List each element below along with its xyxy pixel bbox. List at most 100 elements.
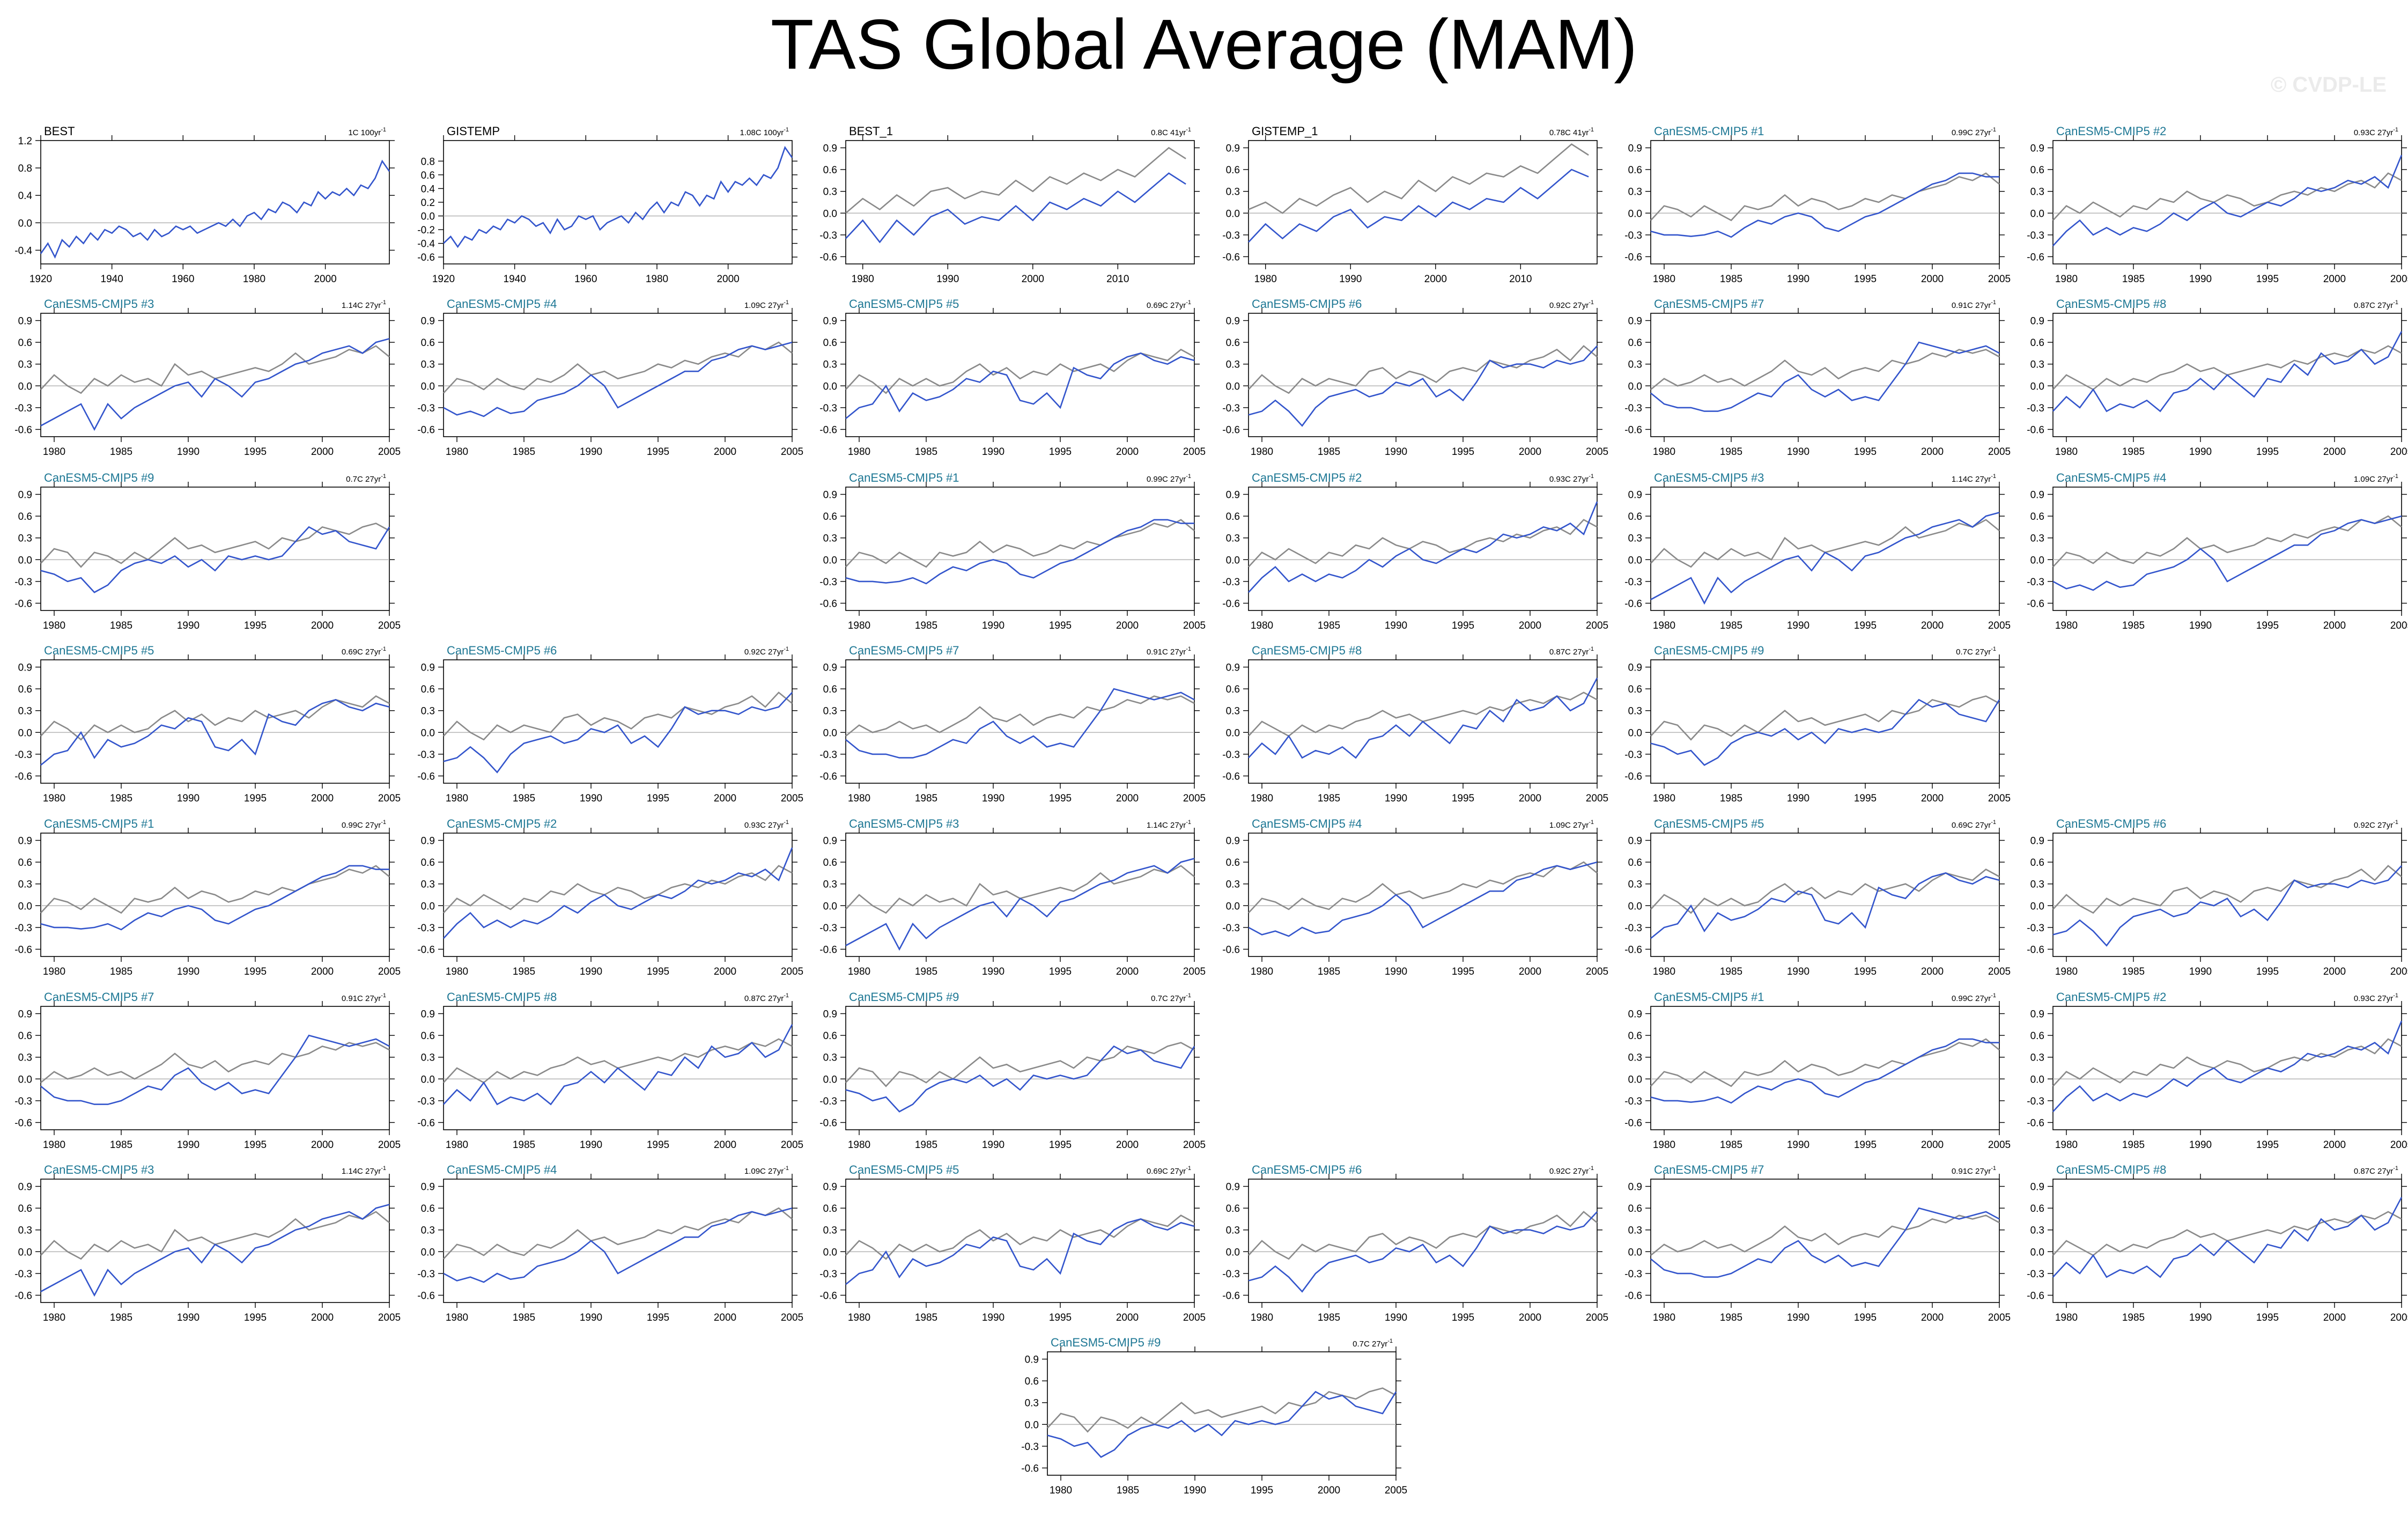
x-tick-label: 1985 [1720, 620, 1742, 631]
y-tick-label: 0.3 [2030, 879, 2044, 891]
y-tick-label: 0.8 [421, 156, 435, 167]
y-tick-label: 0.3 [1226, 1225, 1240, 1237]
y-tick-label: 0.9 [1226, 663, 1240, 674]
chart-title: CanESM5-CMIP5 #3 [849, 817, 959, 830]
x-tick-label: 2005 [1988, 1312, 2011, 1323]
x-tick-label: 1985 [1318, 620, 1340, 631]
x-tick-label: 2000 [1519, 1312, 1541, 1323]
y-tick-label: 1.2 [18, 136, 32, 147]
series-line-model [443, 341, 793, 417]
series-line-reference [443, 341, 793, 394]
x-tick-label: 1940 [101, 274, 123, 285]
x-tick-label: 1990 [982, 793, 1004, 804]
x-tick-label: 1990 [1184, 1485, 1206, 1496]
y-tick-label: 0.6 [421, 684, 435, 695]
chart-title: CanESM5-CMIP5 #8 [2056, 1163, 2166, 1176]
series-line-reference [443, 691, 793, 741]
chart-title: CanESM5-CMIP5 #4 [447, 297, 557, 311]
chart-title: CanESM5-CMIP5 #6 [447, 644, 557, 657]
x-tick-label: 1980 [1251, 793, 1273, 804]
y-tick-label: -0.6 [2027, 598, 2044, 609]
chart-title: CanESM5-CMIP5 #5 [1654, 817, 1764, 830]
x-tick-label: 1995 [647, 793, 669, 804]
x-tick-label: 1980 [1251, 1312, 1273, 1323]
y-tick-label: -0.3 [1222, 1269, 1240, 1280]
x-tick-label: 1985 [110, 793, 132, 804]
x-tick-label: 1980 [1653, 1139, 1675, 1151]
x-tick-label: 1990 [982, 620, 1004, 631]
y-tick-label: -0.6 [1624, 424, 1642, 436]
y-tick-label: -0.3 [14, 923, 32, 934]
x-tick-label: 1980 [446, 1139, 468, 1151]
y-tick-label: 0.9 [1226, 490, 1240, 501]
y-tick-label: 0.3 [421, 1225, 435, 1237]
trend-label: 0.92C 27yr-1 [2354, 819, 2398, 830]
x-tick-label: 1980 [446, 446, 468, 458]
plot-frame [1047, 1351, 1397, 1476]
y-tick-label: -0.3 [1624, 1269, 1642, 1280]
plot-frame [443, 140, 793, 264]
series-line-model [1047, 1390, 1397, 1458]
x-tick-label: 1985 [110, 620, 132, 631]
x-tick-label: 1990 [580, 966, 602, 977]
y-tick-label: 0.6 [1628, 165, 1642, 176]
x-tick-label: 1995 [1854, 1312, 1877, 1323]
x-tick-label: 1980 [1653, 446, 1675, 458]
chart-panel: CanESM5-CMIP5 #2 0.93C 27yr-1 -0.6 -0.3 0.0 0… [2027, 989, 2408, 1156]
x-tick-label: 1985 [915, 793, 937, 804]
x-tick-label: 2005 [781, 793, 803, 804]
x-tick-label: 1980 [646, 274, 668, 285]
y-tick-label: 0.6 [1628, 684, 1642, 695]
series-line-reference [1248, 691, 1598, 737]
x-tick-label: 1995 [1452, 966, 1474, 977]
series-line-model [40, 699, 390, 766]
y-tick-label: -0.3 [2027, 1269, 2044, 1280]
y-tick-label: 0.9 [1226, 143, 1240, 154]
chart-svg: BEST 1C 100yr-1 -0.4 0.0 0.4 0.8 1.2 1920 1940 19… [14, 124, 395, 285]
plot-frame [1650, 313, 2000, 437]
trend-label: 1.09C 27yr-1 [744, 1165, 789, 1176]
x-tick-label: 1990 [1787, 1139, 1809, 1151]
y-tick-label: -0.6 [1624, 252, 1642, 263]
chart-panel: CanESM5-CMIP5 #5 0.69C 27yr-1 -0.6 -0.3 0.0 0… [819, 1162, 1243, 1328]
x-tick-label: 1980 [1050, 1485, 1072, 1496]
y-tick-label: -0.6 [417, 1117, 435, 1129]
x-tick-label: 1995 [1049, 1139, 1072, 1151]
x-tick-label: 1995 [1854, 274, 1877, 285]
series-line-model [1650, 872, 2000, 939]
x-tick-label: 1995 [1049, 446, 1072, 458]
chart-svg: GISTEMP_1 0.78C 41yr-1 -0.6 -0.3 0.0 0.3 0.6 0.… [1222, 124, 1602, 285]
y-tick-label: 0.9 [1226, 1182, 1240, 1193]
x-tick-label: 1985 [1720, 1139, 1742, 1151]
chart-title: CanESM5-CMIP5 #1 [44, 817, 154, 830]
x-tick-label: 2000 [714, 446, 736, 458]
series-line-reference [2052, 1038, 2402, 1087]
y-tick-label: 0.0 [823, 1074, 837, 1085]
chart-title: CanESM5-CMIP5 #1 [849, 471, 959, 484]
x-tick-label: 1980 [848, 793, 870, 804]
y-tick-label: 0.6 [1628, 337, 1642, 349]
y-tick-label: -0.3 [1021, 1441, 1039, 1453]
y-tick-label: 0.6 [18, 511, 32, 522]
y-tick-label: 0.3 [421, 879, 435, 891]
x-tick-label: 1985 [2122, 1312, 2145, 1323]
trend-label: 0.7C 27yr-1 [1956, 646, 1996, 657]
y-tick-label: 0.9 [823, 316, 837, 327]
y-tick-label: 0.3 [421, 1053, 435, 1064]
y-tick-label: -0.6 [1624, 1117, 1642, 1129]
chart-title: CanESM5-CMIP5 #5 [44, 644, 154, 657]
chart-svg: CanESM5-CMIP5 #3 1.14C 27yr-1 -0.6 -0.3 0.0 0… [819, 817, 1206, 977]
y-tick-label: 0.0 [823, 727, 837, 739]
chart-title: GISTEMP_1 [1252, 124, 1318, 138]
x-tick-label: 1980 [2055, 446, 2078, 458]
y-tick-label: 0.3 [2030, 1225, 2044, 1237]
x-tick-label: 2000 [1022, 274, 1044, 285]
x-tick-label: 2005 [378, 620, 401, 631]
x-tick-label: 1990 [2189, 274, 2212, 285]
chart-svg: CanESM5-CMIP5 #5 0.69C 27yr-1 -0.6 -0.3 0.0 0… [819, 1163, 1206, 1323]
plot-frame [845, 1006, 1195, 1130]
chart-svg: CanESM5-CMIP5 #3 1.14C 27yr-1 -0.6 -0.3 0.0 0… [14, 297, 401, 458]
chart-svg: CanESM5-CMIP5 #6 0.92C 27yr-1 -0.6 -0.3 0.0 0… [1222, 1163, 1608, 1323]
y-tick-label: -0.3 [2027, 230, 2044, 241]
x-tick-label: 1995 [1854, 966, 1877, 977]
